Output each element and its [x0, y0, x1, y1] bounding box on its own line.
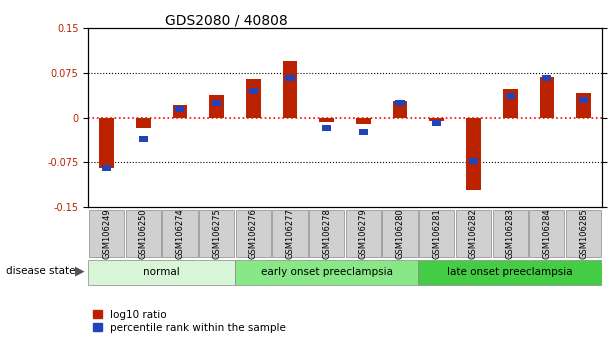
Bar — [235, 260, 418, 285]
Bar — [102, 165, 111, 171]
FancyBboxPatch shape — [236, 210, 271, 257]
Text: GSM106283: GSM106283 — [506, 208, 515, 259]
FancyBboxPatch shape — [456, 210, 491, 257]
Text: late onset preeclampsia: late onset preeclampsia — [447, 267, 573, 277]
Text: disease state: disease state — [6, 266, 75, 276]
Text: GSM106274: GSM106274 — [175, 208, 184, 259]
Bar — [359, 129, 368, 135]
FancyBboxPatch shape — [126, 210, 161, 257]
Text: GSM106278: GSM106278 — [322, 208, 331, 259]
Bar — [99, 118, 114, 169]
Bar — [246, 79, 261, 118]
FancyBboxPatch shape — [309, 210, 344, 257]
Text: normal: normal — [143, 267, 180, 277]
Text: GSM106285: GSM106285 — [579, 208, 588, 259]
Legend: log10 ratio, percentile rank within the sample: log10 ratio, percentile rank within the … — [94, 310, 286, 333]
Text: GSM106249: GSM106249 — [102, 208, 111, 259]
Text: GSM106279: GSM106279 — [359, 208, 368, 259]
Bar — [576, 93, 591, 118]
Text: early onset preeclampsia: early onset preeclampsia — [261, 267, 393, 277]
FancyBboxPatch shape — [529, 210, 564, 257]
Text: ▶: ▶ — [75, 264, 85, 277]
FancyBboxPatch shape — [162, 210, 198, 257]
Bar — [283, 61, 297, 118]
Bar — [469, 158, 478, 164]
Bar — [393, 101, 407, 118]
FancyBboxPatch shape — [272, 210, 308, 257]
Bar — [539, 77, 554, 118]
Bar — [429, 118, 444, 121]
FancyBboxPatch shape — [492, 210, 528, 257]
Text: GSM106280: GSM106280 — [396, 208, 404, 259]
Text: GSM106284: GSM106284 — [542, 208, 551, 259]
Bar — [175, 106, 184, 112]
FancyBboxPatch shape — [89, 210, 124, 257]
Text: GDS2080 / 40808: GDS2080 / 40808 — [165, 13, 288, 27]
Text: GSM106250: GSM106250 — [139, 208, 148, 259]
Bar — [506, 93, 515, 99]
FancyBboxPatch shape — [346, 210, 381, 257]
Bar — [285, 75, 295, 81]
Bar — [136, 118, 151, 129]
Bar — [466, 118, 481, 190]
Bar — [503, 89, 517, 118]
Bar — [212, 101, 221, 107]
FancyBboxPatch shape — [382, 210, 418, 257]
Text: GSM106276: GSM106276 — [249, 208, 258, 259]
Bar — [249, 88, 258, 94]
Bar — [542, 75, 551, 81]
Bar — [322, 125, 331, 131]
Text: GSM106277: GSM106277 — [286, 208, 294, 259]
Text: GSM106275: GSM106275 — [212, 208, 221, 259]
Bar — [432, 120, 441, 126]
FancyBboxPatch shape — [419, 210, 454, 257]
Bar — [209, 95, 224, 118]
Bar — [418, 260, 602, 285]
Bar — [579, 97, 588, 103]
FancyBboxPatch shape — [566, 210, 601, 257]
Bar — [356, 118, 371, 124]
Text: GSM106281: GSM106281 — [432, 208, 441, 259]
Bar — [395, 101, 405, 107]
Text: GSM106282: GSM106282 — [469, 208, 478, 259]
Bar — [139, 136, 148, 142]
Bar — [173, 104, 187, 118]
FancyBboxPatch shape — [199, 210, 234, 257]
Bar — [88, 260, 235, 285]
Bar — [319, 118, 334, 122]
